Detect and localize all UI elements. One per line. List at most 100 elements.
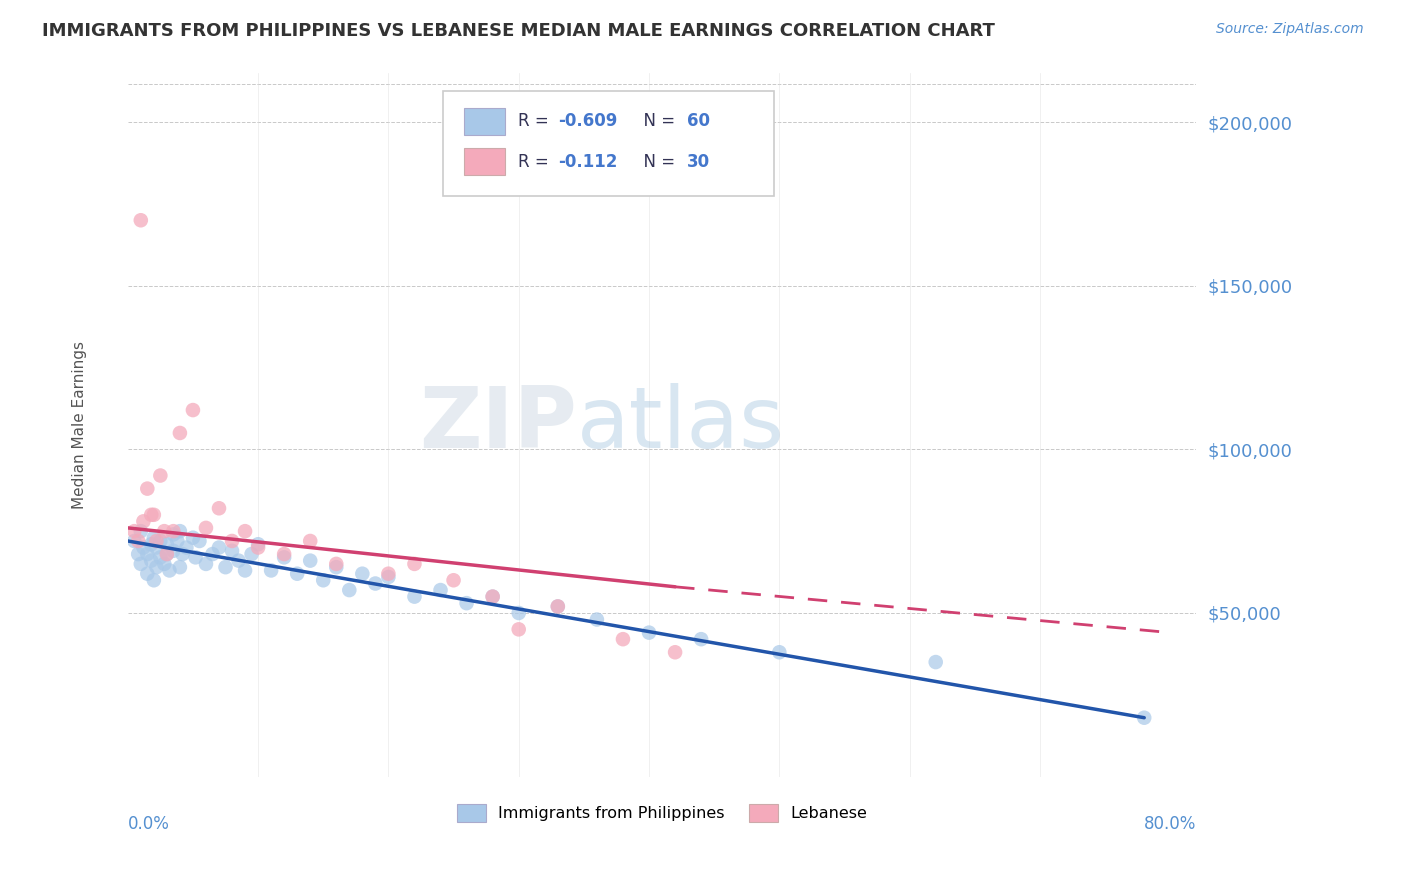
Point (141, 553, 163, 567)
Point (159, 564, 181, 578)
Point (153, 524, 176, 538)
Text: 30: 30 (686, 153, 710, 170)
Point (221, 543, 243, 558)
Bar (464, 108, 505, 135)
Text: Median Male Earnings: Median Male Earnings (72, 341, 87, 508)
Point (325, 557, 347, 571)
Bar (464, 148, 505, 175)
Point (260, 564, 283, 578)
Point (285, 566, 308, 581)
Point (273, 550, 295, 565)
Point (141, 508, 163, 522)
Text: Source: ZipAtlas.com: Source: ZipAtlas.com (1216, 22, 1364, 37)
Point (129, 213, 152, 227)
Point (194, 557, 217, 571)
Point (181, 531, 204, 545)
Point (201, 547, 224, 561)
Text: R =: R = (517, 112, 554, 130)
Point (132, 514, 155, 528)
Point (141, 537, 163, 551)
Point (443, 574, 465, 588)
Point (172, 547, 194, 561)
Point (142, 531, 165, 545)
Point (768, 645, 790, 659)
Point (129, 557, 152, 571)
Point (145, 533, 167, 548)
Point (124, 533, 146, 548)
Point (162, 524, 184, 538)
Point (145, 560, 167, 574)
Point (145, 541, 167, 555)
Point (377, 566, 399, 581)
Text: atlas: atlas (576, 384, 785, 467)
Point (153, 557, 176, 571)
Point (233, 524, 256, 538)
Point (481, 590, 503, 604)
Point (142, 508, 165, 522)
Point (169, 524, 191, 538)
Point (221, 533, 243, 548)
Point (312, 574, 335, 588)
Point (1133, 711, 1156, 725)
Point (925, 655, 948, 669)
Point (166, 533, 188, 548)
Point (136, 566, 159, 581)
Point (176, 541, 198, 555)
Text: IMMIGRANTS FROM PHILIPPINES VS LEBANESE MEDIAN MALE EARNINGS CORRELATION CHART: IMMIGRANTS FROM PHILIPPINES VS LEBANESE … (42, 22, 995, 40)
Point (124, 524, 146, 538)
Point (208, 501, 231, 516)
Text: 80.0%: 80.0% (1144, 815, 1197, 833)
Point (233, 564, 256, 578)
Point (188, 533, 211, 548)
Point (149, 468, 172, 483)
Point (364, 576, 387, 591)
Point (129, 524, 152, 538)
Text: 0.0%: 0.0% (128, 815, 170, 833)
Point (149, 550, 172, 565)
Point (481, 590, 503, 604)
Text: ZIP: ZIP (419, 384, 576, 467)
Point (586, 613, 609, 627)
Point (337, 583, 360, 598)
Point (156, 547, 179, 561)
Point (162, 527, 184, 541)
Point (156, 547, 179, 561)
Point (169, 560, 191, 574)
Point (149, 533, 172, 548)
Point (404, 590, 426, 604)
Point (690, 632, 713, 647)
Point (181, 403, 204, 417)
Point (156, 537, 179, 551)
Point (429, 583, 451, 598)
Text: -0.609: -0.609 (558, 112, 617, 130)
Point (377, 570, 399, 584)
Text: N =: N = (633, 112, 681, 130)
Point (194, 521, 217, 535)
Text: N =: N = (633, 153, 681, 170)
Text: -0.112: -0.112 (558, 153, 617, 170)
Point (508, 623, 530, 637)
Point (299, 533, 322, 548)
Point (214, 560, 236, 574)
Point (136, 482, 159, 496)
Point (299, 553, 322, 567)
Point (169, 425, 191, 440)
Point (547, 599, 569, 614)
Point (547, 599, 569, 614)
Point (228, 553, 250, 567)
Point (240, 547, 263, 561)
Point (208, 541, 231, 555)
Legend: Immigrants from Philippines, Lebanese: Immigrants from Philippines, Lebanese (450, 797, 873, 829)
Point (352, 566, 374, 581)
Point (132, 541, 155, 555)
Point (404, 557, 426, 571)
Point (136, 547, 159, 561)
Point (247, 541, 270, 555)
Point (456, 596, 478, 610)
FancyBboxPatch shape (443, 91, 775, 196)
Point (142, 574, 165, 588)
Point (664, 645, 686, 659)
Point (184, 550, 207, 565)
Point (273, 547, 295, 561)
Point (325, 560, 347, 574)
